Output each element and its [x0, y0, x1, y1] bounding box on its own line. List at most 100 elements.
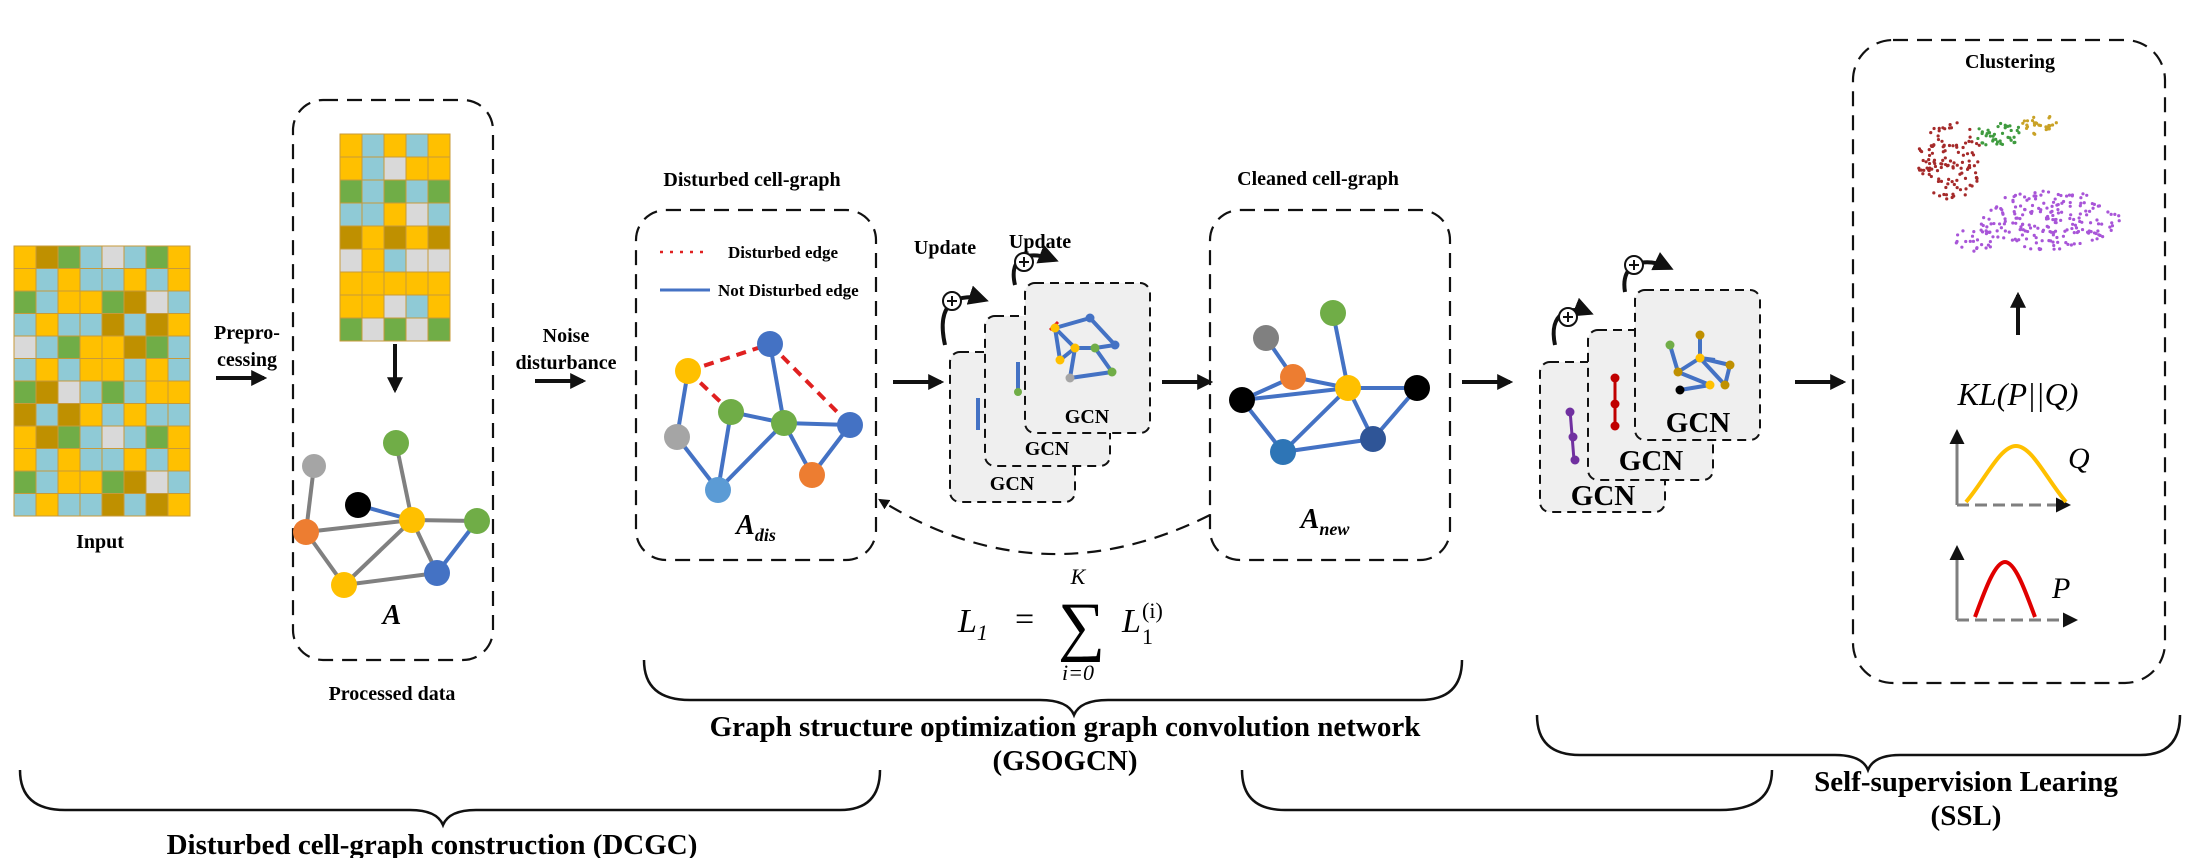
- cluster-point: [1947, 126, 1952, 130]
- cluster-point: [2080, 227, 2085, 232]
- matrix-cell: [79, 493, 103, 517]
- cluster-point: [2033, 191, 2037, 195]
- cluster-point: [2034, 236, 2038, 240]
- cluster-point: [1968, 239, 1972, 243]
- cluster-point: [2032, 131, 2036, 135]
- matrix-cell: [167, 448, 191, 472]
- cluster-point: [1974, 175, 1979, 180]
- cluster-point: [2042, 201, 2046, 205]
- cluster-point: [2020, 233, 2024, 237]
- node: [383, 430, 409, 456]
- cluster-point: [1937, 177, 1941, 181]
- cluster-point: [1996, 125, 2000, 129]
- cluster-point: [2012, 140, 2016, 145]
- cluster-point: [1970, 234, 1975, 238]
- matrix-cell: [13, 425, 37, 449]
- cluster-point: [2100, 222, 2104, 226]
- cluster-point: [2061, 234, 2066, 238]
- matrix-cell: [13, 290, 37, 314]
- cluster-point: [1972, 164, 1976, 168]
- cluster-point: [2025, 119, 2030, 123]
- svg-text:L1: L1: [957, 603, 988, 645]
- cluster-point: [2109, 212, 2113, 216]
- cluster-point: [1952, 182, 1956, 187]
- matrix-cell: [427, 156, 451, 181]
- matrix-cell: [361, 133, 385, 158]
- matrix-cell: [405, 294, 429, 319]
- matrix-cell: [35, 448, 59, 472]
- cluster-point: [2078, 212, 2082, 216]
- cluster-point: [1943, 127, 1947, 131]
- matrix-cell: [145, 425, 169, 449]
- matrix-cell: [383, 179, 407, 204]
- matrix-cell: [405, 317, 429, 342]
- cluster-point: [2073, 223, 2078, 227]
- cluster-point: [1954, 241, 1958, 245]
- cluster-point: [1998, 139, 2002, 143]
- cluster-point: [2056, 207, 2060, 212]
- cluster-point: [2052, 243, 2056, 248]
- cluster-point: [1948, 123, 1952, 127]
- gcn-label: GCN: [1025, 438, 1070, 460]
- cluster-point: [1936, 137, 1941, 142]
- legend-not-disturbed-label: Not Disturbed edge: [718, 281, 859, 300]
- matrix-cell: [57, 448, 81, 472]
- cluster-point: [2000, 131, 2005, 135]
- cluster-point: [2034, 194, 2038, 198]
- cluster-point: [1936, 179, 1941, 184]
- cluster-point: [1942, 143, 1946, 147]
- cluster-point: [1963, 176, 1968, 180]
- clustering-box: [1851, 38, 2167, 685]
- cluster-point: [1975, 238, 1980, 242]
- cluster-point: [1955, 163, 1959, 167]
- cluster-point: [1989, 222, 1993, 226]
- svg-text:∑: ∑: [1058, 590, 1105, 663]
- cluster-point: [1979, 222, 1983, 226]
- cluster-point: [1996, 235, 2000, 239]
- cluster-point: [1963, 141, 1968, 145]
- cluster-point: [2012, 135, 2016, 139]
- cluster-point: [2003, 123, 2007, 127]
- matrix-cell: [361, 202, 385, 227]
- cluster-point: [2038, 247, 2042, 252]
- cluster-point: [2056, 192, 2060, 197]
- cluster-point: [2003, 229, 2007, 233]
- a-new-label: Anew: [1299, 504, 1351, 539]
- cluster-point: [2109, 228, 2113, 232]
- matrix-cell: [405, 156, 429, 181]
- cluster-point: [2018, 216, 2022, 221]
- node: [1270, 439, 1296, 465]
- cluster-point: [2003, 217, 2007, 221]
- matrix-cell: [123, 380, 147, 404]
- feedback-arrow: [878, 498, 1211, 556]
- cluster-point: [2053, 197, 2057, 201]
- cluster-point: [2066, 242, 2070, 247]
- cluster-point: [1960, 160, 1965, 165]
- cluster-point: [2041, 189, 2045, 193]
- cluster-point: [1917, 147, 1922, 151]
- loss-formula: L1 = ∑ K i=0 L (i) 1: [957, 564, 1163, 685]
- cleaned-graph-title: Cleaned cell-graph: [1237, 168, 1399, 190]
- cluster-point: [2108, 225, 2112, 229]
- matrix-cell: [35, 470, 59, 494]
- cluster-point: [2051, 213, 2055, 218]
- matrix-cell: [427, 225, 451, 250]
- cluster-point: [1932, 143, 1936, 147]
- matrix-cell: [339, 248, 363, 273]
- cluster-point: [1940, 139, 1944, 143]
- noise-label-2: disturbance: [515, 352, 616, 374]
- cluster-point: [2029, 210, 2033, 214]
- cluster-point: [2012, 194, 2016, 199]
- cluster-point: [1927, 148, 1931, 152]
- cluster-point: [1992, 132, 1997, 136]
- node: [302, 454, 326, 478]
- cluster-point: [2070, 193, 2075, 197]
- node: [1253, 325, 1279, 351]
- matrix-cell: [101, 358, 125, 382]
- matrix-cell: [383, 225, 407, 250]
- matrix-cell: [101, 335, 125, 359]
- cluster-point: [2054, 121, 2058, 125]
- cluster-point: [1936, 134, 1940, 138]
- processed-graph: [293, 430, 490, 598]
- node: [718, 399, 744, 425]
